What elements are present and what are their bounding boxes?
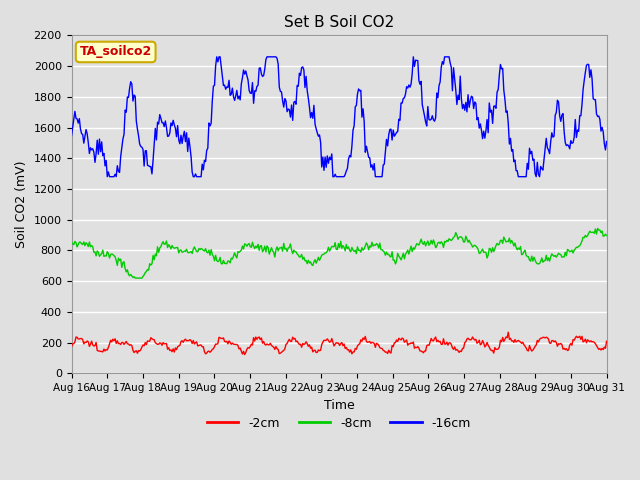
X-axis label: Time: Time: [324, 398, 355, 412]
Text: TA_soilco2: TA_soilco2: [79, 46, 152, 59]
Legend: -2cm, -8cm, -16cm: -2cm, -8cm, -16cm: [202, 412, 476, 435]
Y-axis label: Soil CO2 (mV): Soil CO2 (mV): [15, 161, 28, 248]
Title: Set B Soil CO2: Set B Soil CO2: [284, 15, 394, 30]
